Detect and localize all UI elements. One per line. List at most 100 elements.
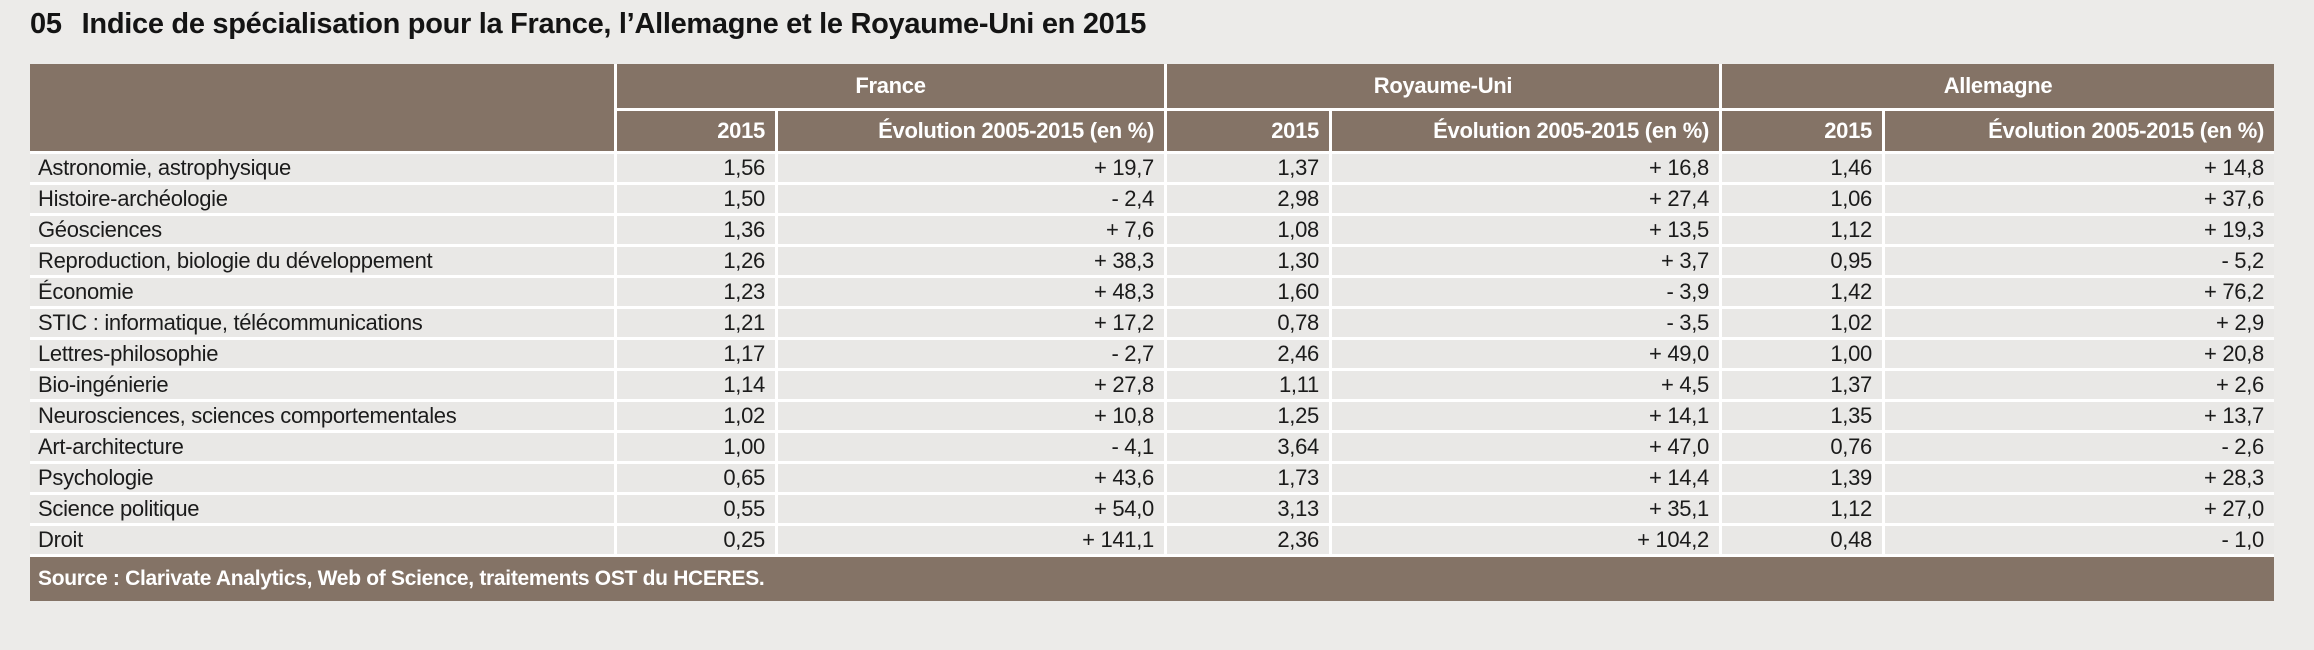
germany-year-subheader: 2015 <box>1722 111 1882 151</box>
germany-evolution-cell: + 20,8 <box>1885 340 2274 368</box>
uk-2015-cell: 1,30 <box>1167 247 1329 275</box>
uk-2015-cell: 1,37 <box>1167 154 1329 182</box>
uk-2015-cell: 3,13 <box>1167 495 1329 523</box>
uk-evolution-cell: + 4,5 <box>1332 371 1719 399</box>
uk-evolution-subheader: Évolution 2005-2015 (en %) <box>1332 111 1719 151</box>
uk-evolution-cell: - 3,9 <box>1332 278 1719 306</box>
germany-2015-cell: 1,06 <box>1722 185 1882 213</box>
disciplines-header-cell <box>30 64 614 151</box>
france-2015-cell: 0,65 <box>617 464 775 492</box>
germany-evolution-cell: + 28,3 <box>1885 464 2274 492</box>
discipline-cell: Géosciences <box>30 216 614 244</box>
uk-evolution-cell: + 27,4 <box>1332 185 1719 213</box>
france-2015-cell: 1,14 <box>617 371 775 399</box>
france-evolution-cell: + 17,2 <box>778 309 1164 337</box>
uk-2015-cell: 1,73 <box>1167 464 1329 492</box>
uk-evolution-cell: - 3,5 <box>1332 309 1719 337</box>
discipline-cell: Psychologie <box>30 464 614 492</box>
germany-2015-cell: 0,48 <box>1722 526 1882 554</box>
group-header-france: France <box>617 64 1164 108</box>
germany-2015-cell: 1,39 <box>1722 464 1882 492</box>
uk-evolution-cell: + 13,5 <box>1332 216 1719 244</box>
france-2015-cell: 1,17 <box>617 340 775 368</box>
uk-2015-cell: 3,64 <box>1167 433 1329 461</box>
germany-2015-cell: 1,12 <box>1722 216 1882 244</box>
france-evolution-cell: - 2,4 <box>778 185 1164 213</box>
figure-title-text: Indice de spécialisation pour la France,… <box>81 8 1147 40</box>
france-evolution-cell: + 48,3 <box>778 278 1164 306</box>
germany-evolution-cell: + 76,2 <box>1885 278 2274 306</box>
germany-evolution-cell: + 27,0 <box>1885 495 2274 523</box>
uk-2015-cell: 1,11 <box>1167 371 1329 399</box>
uk-2015-cell: 1,25 <box>1167 402 1329 430</box>
discipline-cell: Économie <box>30 278 614 306</box>
discipline-cell: Science politique <box>30 495 614 523</box>
france-evolution-cell: + 27,8 <box>778 371 1164 399</box>
uk-2015-cell: 1,60 <box>1167 278 1329 306</box>
france-evolution-cell: + 54,0 <box>778 495 1164 523</box>
discipline-cell: Neurosciences, sciences comportementales <box>30 402 614 430</box>
uk-evolution-cell: + 14,4 <box>1332 464 1719 492</box>
france-2015-cell: 0,25 <box>617 526 775 554</box>
uk-year-subheader: 2015 <box>1167 111 1329 151</box>
uk-evolution-cell: + 3,7 <box>1332 247 1719 275</box>
france-evolution-cell: + 19,7 <box>778 154 1164 182</box>
france-evolution-cell: + 7,6 <box>778 216 1164 244</box>
france-2015-cell: 1,50 <box>617 185 775 213</box>
france-evolution-cell: + 43,6 <box>778 464 1164 492</box>
figure-number: 05 <box>30 8 62 40</box>
germany-evolution-cell: + 19,3 <box>1885 216 2274 244</box>
uk-evolution-cell: + 16,8 <box>1332 154 1719 182</box>
discipline-cell: Reproduction, biologie du développement <box>30 247 614 275</box>
germany-2015-cell: 0,76 <box>1722 433 1882 461</box>
germany-2015-cell: 1,12 <box>1722 495 1882 523</box>
group-header-germany: Allemagne <box>1722 64 2274 108</box>
germany-evolution-cell: + 14,8 <box>1885 154 2274 182</box>
uk-2015-cell: 0,78 <box>1167 309 1329 337</box>
germany-evolution-cell: + 13,7 <box>1885 402 2274 430</box>
uk-2015-cell: 2,36 <box>1167 526 1329 554</box>
france-evolution-cell: + 38,3 <box>778 247 1164 275</box>
germany-evolution-cell: - 1,0 <box>1885 526 2274 554</box>
uk-evolution-cell: + 49,0 <box>1332 340 1719 368</box>
france-2015-cell: 1,56 <box>617 154 775 182</box>
discipline-cell: Bio-ingénierie <box>30 371 614 399</box>
germany-evolution-cell: + 2,6 <box>1885 371 2274 399</box>
france-2015-cell: 1,36 <box>617 216 775 244</box>
germany-evolution-cell: - 5,2 <box>1885 247 2274 275</box>
france-year-subheader: 2015 <box>617 111 775 151</box>
discipline-cell: Droit <box>30 526 614 554</box>
france-evolution-cell: + 141,1 <box>778 526 1164 554</box>
discipline-cell: Astronomie, astrophysique <box>30 154 614 182</box>
france-2015-cell: 1,02 <box>617 402 775 430</box>
germany-2015-cell: 1,02 <box>1722 309 1882 337</box>
france-evolution-subheader: Évolution 2005-2015 (en %) <box>778 111 1164 151</box>
germany-evolution-cell: + 37,6 <box>1885 185 2274 213</box>
france-evolution-cell: + 10,8 <box>778 402 1164 430</box>
uk-2015-cell: 1,08 <box>1167 216 1329 244</box>
source-note: Source : Clarivate Analytics, Web of Sci… <box>30 557 2274 601</box>
figure-title: 05 Indice de spécialisation pour la Fran… <box>30 8 1146 41</box>
germany-2015-cell: 1,35 <box>1722 402 1882 430</box>
uk-evolution-cell: + 104,2 <box>1332 526 1719 554</box>
uk-2015-cell: 2,98 <box>1167 185 1329 213</box>
germany-2015-cell: 1,37 <box>1722 371 1882 399</box>
france-2015-cell: 1,00 <box>617 433 775 461</box>
uk-evolution-cell: + 47,0 <box>1332 433 1719 461</box>
germany-2015-cell: 0,95 <box>1722 247 1882 275</box>
france-2015-cell: 0,55 <box>617 495 775 523</box>
discipline-cell: STIC : informatique, télécommunications <box>30 309 614 337</box>
france-2015-cell: 1,26 <box>617 247 775 275</box>
specialization-index-table: France Royaume-Uni Allemagne 2015 Évolut… <box>30 64 2274 601</box>
uk-evolution-cell: + 35,1 <box>1332 495 1719 523</box>
germany-evolution-subheader: Évolution 2005-2015 (en %) <box>1885 111 2274 151</box>
germany-2015-cell: 1,00 <box>1722 340 1882 368</box>
uk-evolution-cell: + 14,1 <box>1332 402 1719 430</box>
france-evolution-cell: - 2,7 <box>778 340 1164 368</box>
germany-evolution-cell: + 2,9 <box>1885 309 2274 337</box>
group-header-uk: Royaume-Uni <box>1167 64 1719 108</box>
germany-2015-cell: 1,46 <box>1722 154 1882 182</box>
discipline-cell: Histoire-archéologie <box>30 185 614 213</box>
france-2015-cell: 1,23 <box>617 278 775 306</box>
discipline-cell: Art-architecture <box>30 433 614 461</box>
